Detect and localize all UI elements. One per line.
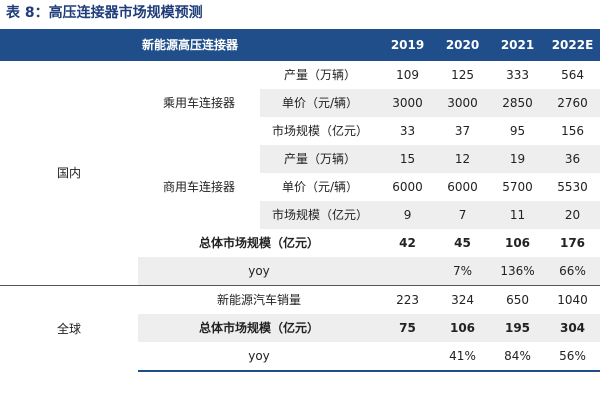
table-row-total: 总体市场规模（亿元） 75 106 195 304 (0, 314, 600, 342)
table-row: 单价（元/辆） 6000 6000 5700 5530 (0, 173, 600, 201)
value-cell: 84% (490, 342, 546, 372)
value-cell: 176 (559, 236, 586, 250)
metric-label: 产量（万辆） (260, 145, 381, 173)
table-row: 全球 新能源汽车销量 223 324 650 1040 (0, 285, 600, 371)
value-cell: 106 (504, 236, 531, 250)
value-cell: 5530 (557, 180, 588, 194)
value-cell (380, 342, 436, 372)
yoy-label: yoy (138, 342, 381, 372)
header-label: 新能源高压连接器 (0, 29, 381, 61)
table-row-yoy: yoy 7% 136% 66% (0, 257, 600, 286)
header-year: 2020 (435, 29, 491, 61)
value-cell: 56% (545, 342, 600, 372)
value-cell: 95 (509, 124, 526, 138)
total-label: 总体市场规模（亿元） (138, 314, 381, 342)
value-cell: 2850 (490, 89, 546, 117)
header-year: 2022E (545, 29, 600, 61)
value-cell: 66% (545, 257, 600, 286)
value-cell: 109 (396, 68, 419, 82)
value-cell: 304 (545, 314, 600, 342)
value-cell: 156 (561, 124, 584, 138)
value-cell: 136% (490, 257, 546, 286)
table-caption: 表 8：高压连接器市场规模预测 (6, 5, 203, 21)
region-global: 全球 (0, 285, 138, 371)
value-cell: 333 (506, 68, 529, 82)
metric-label: 单价（元/辆） (281, 180, 359, 194)
header-year: 2019 (380, 29, 436, 61)
value-cell: 37 (454, 124, 471, 138)
value-cell: 19 (490, 145, 546, 173)
yoy-label: yoy (138, 257, 381, 286)
header-row: 新能源高压连接器 2019 2020 2021 2022E (0, 29, 600, 61)
table-row-yoy: yoy 41% 84% 56% (0, 342, 600, 372)
metric-label: 单价（元/辆） (260, 89, 381, 117)
value-cell: 36 (545, 145, 600, 173)
value-cell: 1040 (545, 285, 600, 314)
connector-market-table: 新能源高压连接器 2019 2020 2021 2022E 国内 乘用车连接器 … (0, 29, 600, 372)
sales-label: 新能源汽车销量 (138, 285, 381, 314)
value-cell: 195 (490, 314, 546, 342)
table-row: 市场规模（亿元） 9 7 11 20 (0, 201, 600, 229)
table-row: 单价（元/辆） 3000 3000 2850 2760 (0, 89, 600, 117)
region-domestic: 国内 (0, 61, 138, 286)
value-cell: 45 (454, 236, 471, 250)
table-row: 国内 乘用车连接器 产量（万辆） 109 125 333 564 (0, 61, 600, 286)
value-cell: 33 (399, 124, 416, 138)
metric-label: 市场规模（亿元） (260, 201, 381, 229)
value-cell: 3000 (435, 89, 491, 117)
value-cell: 9 (380, 201, 436, 229)
value-cell: 15 (380, 145, 436, 173)
header-year: 2021 (490, 29, 546, 61)
value-cell: 12 (435, 145, 491, 173)
total-label: 总体市场规模（亿元） (199, 236, 320, 250)
value-cell: 75 (380, 314, 436, 342)
table-row: 市场规模（亿元） 33 37 95 156 (0, 117, 600, 145)
value-cell: 7 (435, 201, 491, 229)
value-cell: 125 (451, 68, 474, 82)
value-cell: 3000 (380, 89, 436, 117)
value-cell: 564 (561, 68, 584, 82)
category-passenger: 乘用车连接器 (138, 61, 260, 145)
value-cell: 650 (490, 285, 546, 314)
value-cell (380, 257, 436, 286)
metric-label: 产量（万辆） (284, 68, 357, 82)
value-cell: 5700 (502, 180, 533, 194)
value-cell: 223 (380, 285, 436, 314)
table-row: 商用车连接器 产量（万辆） 15 12 19 36 (0, 145, 600, 229)
value-cell: 41% (435, 342, 491, 372)
value-cell: 324 (435, 285, 491, 314)
value-cell: 7% (435, 257, 491, 286)
category-commercial: 商用车连接器 (138, 145, 260, 229)
value-cell: 106 (435, 314, 491, 342)
value-cell: 11 (490, 201, 546, 229)
value-cell: 42 (399, 236, 416, 250)
table-row-total: 总体市场规模（亿元） 42 45 106 176 (0, 229, 600, 257)
value-cell: 20 (545, 201, 600, 229)
value-cell: 6000 (392, 180, 423, 194)
value-cell: 6000 (447, 180, 478, 194)
value-cell: 2760 (545, 89, 600, 117)
metric-label: 市场规模（亿元） (272, 124, 369, 138)
